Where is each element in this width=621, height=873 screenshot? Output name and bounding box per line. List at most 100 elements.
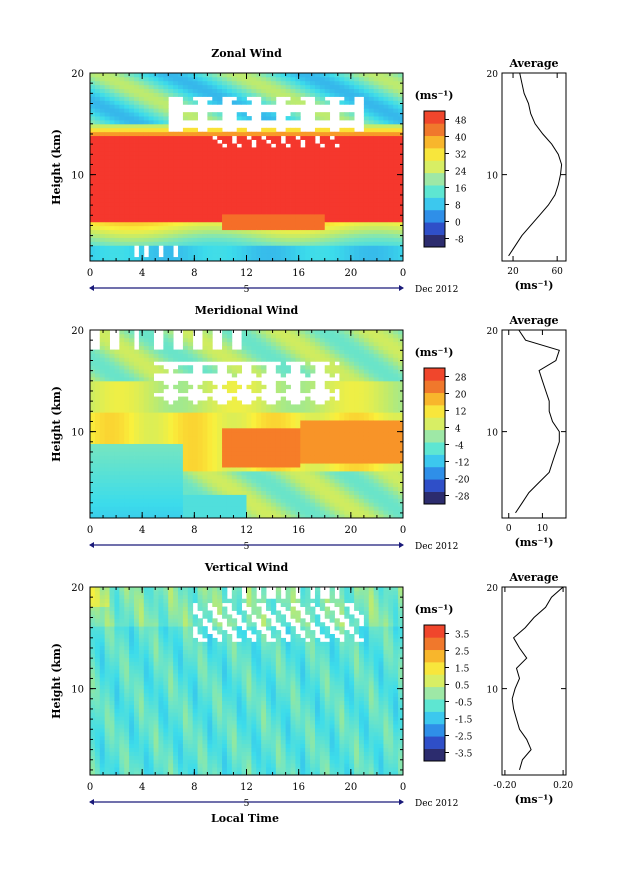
- heatmap-cell: [99, 174, 106, 180]
- heatmap-cell: [358, 92, 365, 97]
- heatmap-cell: [163, 420, 169, 425]
- heatmap-cell: [305, 159, 311, 164]
- heatmap-cell: [241, 341, 247, 347]
- heatmap-cell: [202, 490, 208, 495]
- heatmap-cell: [163, 73, 169, 78]
- heatmap-cell: [339, 80, 345, 86]
- heatmap-cell: [138, 143, 145, 148]
- heatmap-cell: [344, 131, 350, 137]
- heatmap-cell: [163, 404, 169, 409]
- heatmap-cell: [241, 237, 247, 242]
- heatmap-cell: [388, 120, 394, 125]
- heatmap-cell: [90, 163, 96, 168]
- heatmap-cell: [187, 190, 194, 195]
- heatmap-cell: [334, 151, 340, 156]
- heatmap-cell: [124, 214, 130, 219]
- heatmap-cell: [354, 88, 360, 93]
- heatmap-cell: [158, 198, 164, 203]
- heatmap-cell: [285, 221, 291, 227]
- heatmap-cell: [90, 92, 96, 97]
- heatmap-cell: [158, 100, 164, 105]
- heatmap-cell: [226, 202, 233, 207]
- heatmap-cell: [310, 253, 316, 258]
- heatmap-cell: [109, 214, 115, 219]
- heatmap-cell: [207, 494, 213, 499]
- heatmap-cell: [104, 88, 110, 93]
- heatmap-cell: [314, 416, 321, 421]
- heatmap-cell: [261, 257, 267, 262]
- heatmap-cell: [319, 482, 326, 488]
- heatmap-cell: [178, 384, 184, 390]
- heatmap-cell: [222, 455, 228, 460]
- heatmap-cell: [94, 241, 101, 246]
- heatmap-cell: [251, 337, 257, 343]
- heatmap-cell: [266, 151, 272, 156]
- heatmap-cell: [217, 147, 223, 152]
- heatmap-cell: [94, 135, 101, 140]
- heatmap-cell: [280, 400, 287, 405]
- heatmap-cell: [153, 139, 159, 144]
- heatmap-cell: [383, 73, 389, 78]
- heatmap-cell: [222, 416, 228, 421]
- heatmap-cell: [310, 143, 316, 148]
- heatmap-cell: [109, 435, 115, 441]
- heatmap-cell: [280, 494, 287, 499]
- heatmap-cell: [119, 474, 125, 480]
- heatmap-cell: [143, 341, 150, 347]
- heatmap-cell: [270, 214, 277, 219]
- heatmap-cell: [295, 151, 301, 156]
- heatmap-cell: [314, 210, 321, 215]
- heatmap-cell: [187, 384, 194, 390]
- heatmap-cell: [373, 186, 379, 191]
- heatmap-cell: [280, 131, 287, 137]
- heatmap-cell: [310, 424, 316, 429]
- heatmap-cell: [138, 249, 145, 254]
- heatmap-cell: [329, 190, 335, 195]
- heatmap-cell: [363, 206, 370, 211]
- heatmap-cell: [124, 494, 130, 499]
- heatmap-cell: [90, 159, 96, 164]
- heatmap-cell: [270, 514, 277, 519]
- heatmap-cell: [163, 100, 169, 105]
- heatmap-cell: [261, 467, 267, 472]
- heatmap-cell: [339, 249, 345, 254]
- heatmap-cell: [246, 100, 252, 105]
- heatmap-cell: [207, 396, 213, 401]
- heatmap-cell: [349, 178, 355, 184]
- heatmap-cell: [178, 237, 184, 242]
- heatmap-cell: [153, 174, 159, 180]
- heatmap-cell: [217, 194, 223, 199]
- heatmap-cell: [143, 221, 150, 227]
- heatmap-cell: [143, 151, 150, 156]
- heatmap-cell: [349, 237, 355, 242]
- heatmap-cell: [104, 369, 110, 374]
- heatmap-cell: [324, 155, 331, 160]
- heatmap-cell: [99, 494, 106, 499]
- heatmap-cell: [251, 435, 257, 441]
- heatmap-cell: [182, 194, 189, 199]
- heatmap-cell: [173, 455, 179, 460]
- heatmap-cell: [368, 253, 375, 258]
- heatmap-cell: [94, 206, 101, 211]
- heatmap-cell: [114, 151, 120, 156]
- heatmap-cell: [217, 237, 223, 242]
- heatmap-cell: [124, 147, 130, 152]
- heatmap-cell: [295, 214, 301, 219]
- heatmap-cell: [134, 443, 140, 448]
- heatmap-cell: [143, 392, 150, 397]
- heatmap-cell: [256, 420, 262, 425]
- heatmap-cell: [339, 233, 345, 238]
- heatmap-cell: [251, 380, 257, 386]
- heatmap-cell: [305, 388, 311, 394]
- heatmap-cell: [251, 408, 257, 413]
- heatmap-cell: [138, 100, 145, 105]
- heatmap-cell: [168, 163, 174, 168]
- heatmap-cell: [231, 167, 238, 172]
- heatmap-cell: [251, 490, 257, 495]
- heatmap-cell: [373, 163, 379, 168]
- heatmap-cell: [197, 510, 203, 515]
- heatmap-cell: [339, 170, 345, 176]
- heatmap-cell: [114, 96, 120, 101]
- heatmap-cell: [266, 73, 272, 78]
